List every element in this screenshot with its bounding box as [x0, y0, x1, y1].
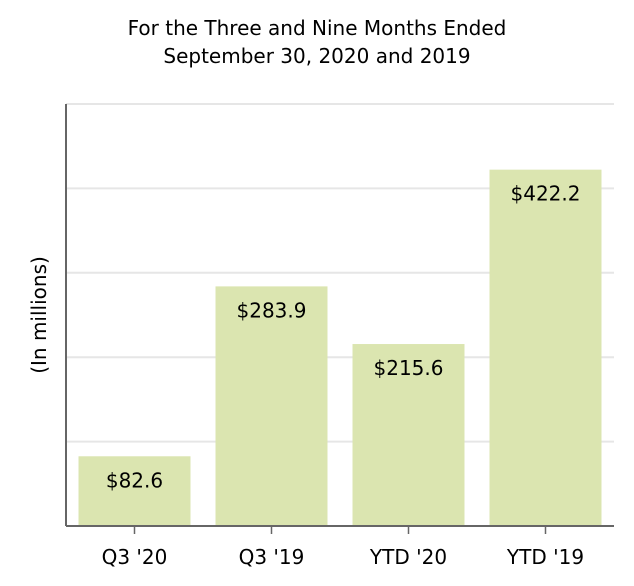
data-label-4: $422.2: [511, 182, 581, 206]
x-tick-label-2: Q3 '19: [239, 545, 305, 569]
data-label-1: $82.6: [106, 468, 163, 492]
bars: $82.6 $283.9 $215.6 $422.2: [78, 169, 602, 526]
chart-title: For the Three and Nine Months Ended Sept…: [0, 14, 634, 70]
axes: Q3 '20 Q3 '19 YTD '20 YTD '19: [65, 104, 614, 569]
data-label-3: $215.6: [374, 356, 444, 380]
bar-3: [352, 344, 465, 526]
chart-title-line-2: September 30, 2020 and 2019: [163, 44, 471, 68]
x-tick-label-3: YTD '20: [369, 545, 447, 569]
data-label-2: $283.9: [237, 298, 307, 322]
bar-2: [215, 286, 328, 526]
bar-4: [489, 169, 602, 526]
chart-title-line-1: For the Three and Nine Months Ended: [127, 16, 507, 40]
bar-1: [78, 456, 191, 526]
x-tick-label-1: Q3 '20: [102, 545, 168, 569]
x-tick-label-4: YTD '19: [506, 545, 584, 569]
y-axis-label: (In millions): [27, 256, 51, 374]
